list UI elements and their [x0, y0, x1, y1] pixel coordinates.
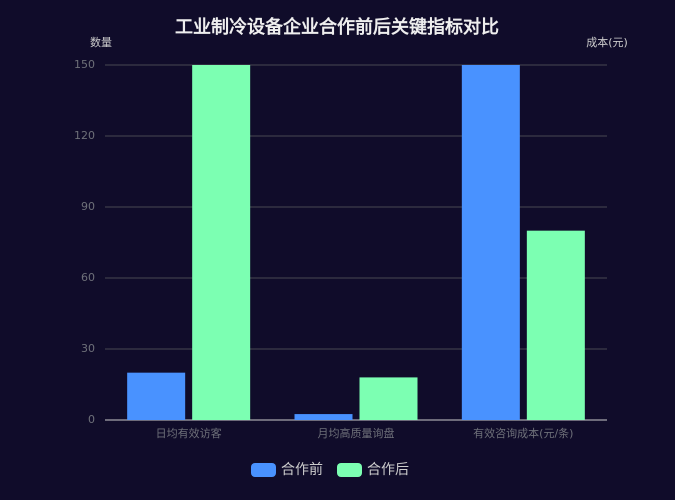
bar [294, 414, 353, 420]
chart-title: 工业制冷设备企业合作前后关键指标对比 [175, 16, 499, 38]
y-tick-label: 0 [88, 413, 95, 426]
legend-label: 合作前 [281, 461, 323, 478]
legend-swatch [251, 463, 276, 477]
bar [127, 372, 186, 420]
y2-axis-label: 成本(元) [586, 35, 628, 49]
bar [192, 65, 251, 420]
bar [461, 65, 520, 420]
x-tick-label: 日均有效访客 [156, 426, 222, 440]
bar [526, 230, 585, 420]
y-tick-label: 30 [81, 342, 95, 355]
y-axis-label: 数量 [90, 36, 112, 49]
legend-label: 合作后 [367, 462, 409, 478]
legend-swatch [337, 463, 362, 477]
x-tick-label: 月均高质量询盘 [318, 426, 395, 440]
x-tick-label: 有效咨询成本(元/条) [473, 426, 573, 440]
bar [359, 377, 418, 420]
y-tick-label: 60 [81, 271, 95, 284]
y-tick-label: 120 [74, 129, 95, 142]
y-tick-label: 150 [74, 58, 95, 71]
y-tick-label: 90 [81, 200, 95, 213]
